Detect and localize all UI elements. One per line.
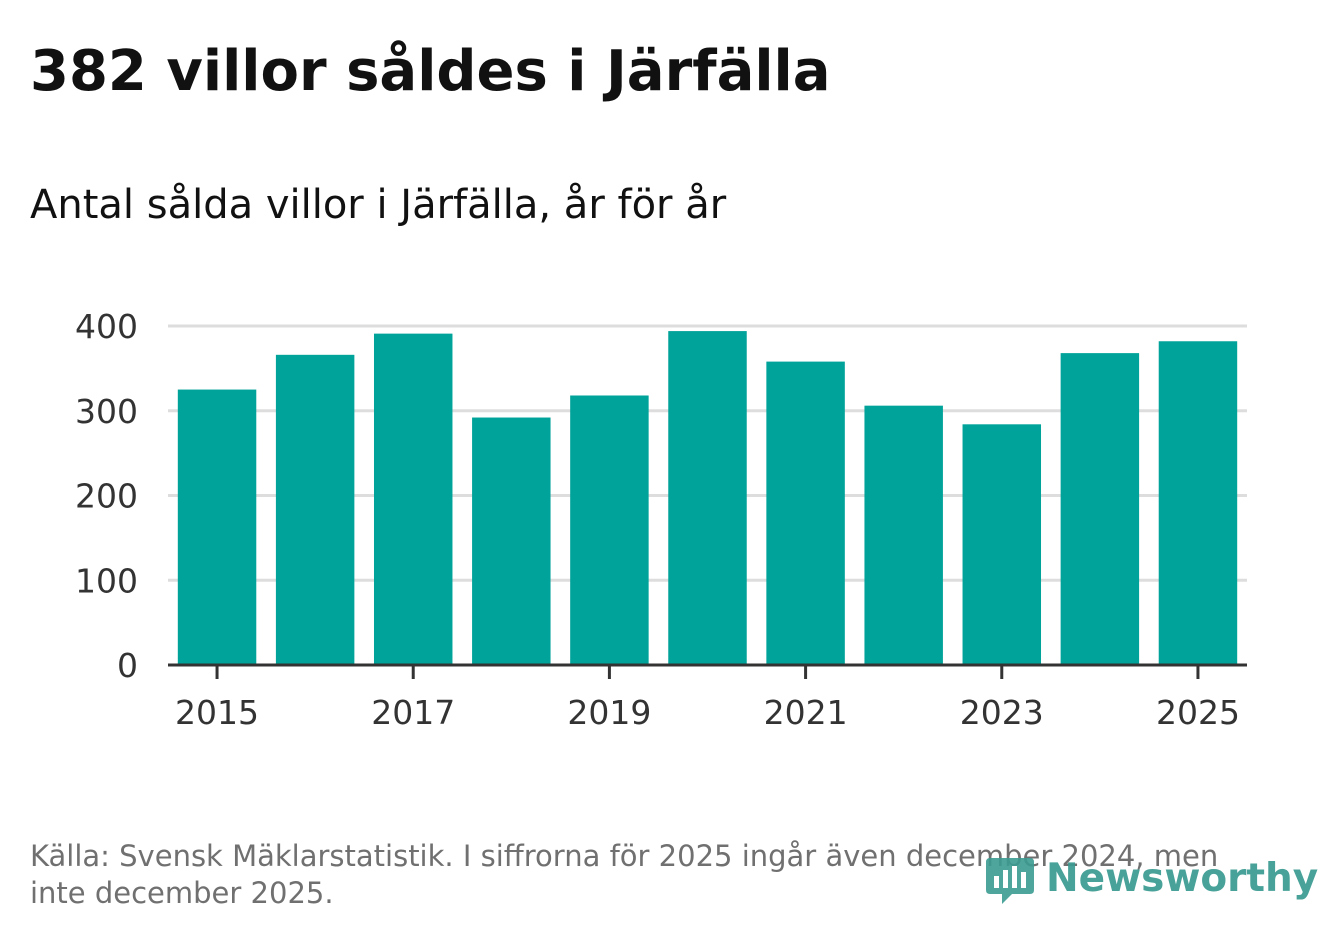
x-tick-label: 2021 (764, 693, 848, 732)
x-tick-label: 2023 (960, 693, 1044, 732)
x-tick-label: 2015 (175, 693, 259, 732)
brand-name: Newsworthy (1046, 855, 1319, 901)
x-tick-label: 2017 (371, 693, 455, 732)
bar-2025 (1158, 341, 1238, 665)
y-tick-label: 400 (75, 307, 138, 346)
bar-2019 (570, 395, 649, 665)
page-title: 382 villor såldes i Järfälla (30, 39, 831, 104)
y-tick-label: 200 (75, 477, 138, 516)
x-tick-label: 2025 (1156, 693, 1240, 732)
bar-2021 (766, 361, 845, 665)
bar-2016 (275, 354, 355, 665)
y-tick-label: 0 (117, 646, 138, 685)
brand-logo: Newsworthy (980, 850, 1318, 906)
chart-subtitle: Antal sålda villor i Järfälla, år för år (30, 182, 727, 228)
x-tick-label: 2019 (567, 693, 651, 732)
bar-2015 (177, 389, 257, 665)
bar-2024 (1060, 353, 1140, 665)
bar-2017 (373, 333, 453, 665)
source-note: Källa: Svensk Mäklarstatistik. I siffror… (30, 839, 1219, 910)
bar-2023 (962, 424, 1042, 665)
bar-2022 (864, 405, 943, 665)
y-tick-label: 300 (75, 392, 138, 431)
y-tick-label: 100 (75, 561, 138, 600)
bar-2020 (668, 331, 747, 665)
bar-chart-logo-icon (986, 858, 1034, 904)
bar-2018 (472, 417, 551, 665)
